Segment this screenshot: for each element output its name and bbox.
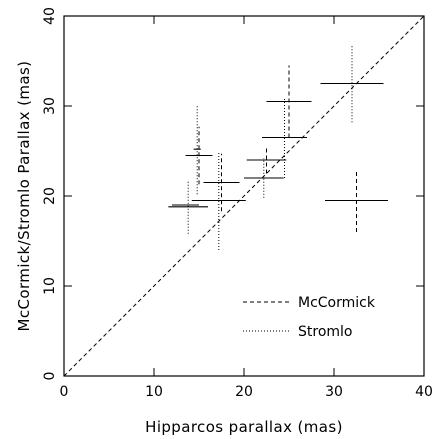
- y-tick-label: 20: [42, 187, 58, 205]
- series-mccormick: [185, 65, 388, 232]
- legend: McCormick Stromlo: [243, 295, 376, 340]
- legend-label-mccormick: McCormick: [298, 295, 376, 311]
- data-point: [262, 97, 307, 178]
- error-bar-series: [168, 44, 388, 250]
- y-axis-title: McCormick/Stromlo Parallax (mas): [15, 61, 33, 332]
- data-point: [203, 153, 240, 212]
- data-point: [244, 158, 284, 198]
- data-point: [191, 151, 246, 250]
- data-point: [320, 44, 384, 123]
- x-tick-label: 40: [415, 384, 433, 400]
- data-point: [168, 179, 208, 234]
- y-tick-label: 40: [42, 7, 58, 25]
- x-tick-label: 20: [235, 384, 253, 400]
- y-tick-label: 30: [42, 97, 58, 115]
- legend-label-stromlo: Stromlo: [298, 324, 352, 340]
- series-stromlo: [168, 44, 384, 250]
- y-tick-label: 10: [42, 277, 58, 295]
- plot-frame: [63, 15, 425, 377]
- data-point: [246, 146, 287, 174]
- x-tick-label: 10: [145, 384, 163, 400]
- x-tick-label: 30: [325, 384, 343, 400]
- y-tick-label: 0: [42, 372, 58, 381]
- identity-reference-line: [63, 15, 425, 377]
- data-point: [266, 65, 312, 138]
- data-point: [325, 169, 388, 232]
- y-tick-labels: 0 10 20 30 40: [42, 7, 58, 380]
- data-point: [193, 104, 201, 195]
- data-point: [185, 126, 213, 185]
- x-axis-title: Hipparcos parallax (mas): [145, 418, 343, 436]
- x-tick-labels: 0 10 20 30 40: [60, 384, 433, 400]
- x-tick-label: 0: [60, 384, 69, 400]
